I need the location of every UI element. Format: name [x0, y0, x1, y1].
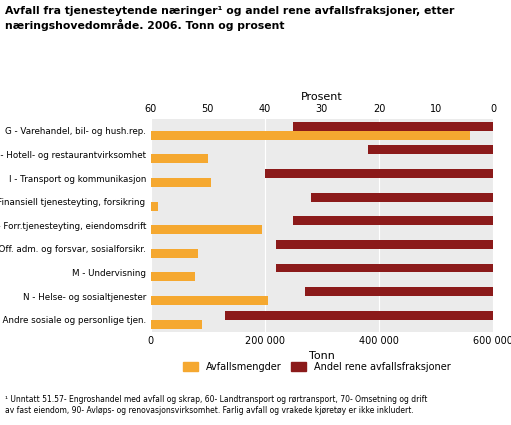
- Bar: [151, 296, 268, 305]
- Bar: [293, 122, 493, 131]
- Bar: [225, 311, 493, 320]
- Text: Avfall fra tjenesteytende næringer¹ og andel rene avfallsfraksjoner, etter: Avfall fra tjenesteytende næringer¹ og a…: [5, 6, 454, 17]
- Bar: [367, 145, 493, 154]
- Bar: [151, 131, 470, 140]
- Text: ¹ Unntatt 51.57- Engroshandel med avfall og skrap, 60- Landtransport og rørtrans: ¹ Unntatt 51.57- Engroshandel med avfall…: [5, 395, 428, 415]
- Bar: [265, 169, 493, 178]
- X-axis label: Prosent: Prosent: [301, 92, 343, 102]
- Bar: [311, 193, 493, 201]
- Bar: [151, 154, 208, 163]
- Bar: [151, 272, 195, 281]
- Bar: [305, 287, 493, 296]
- Text: næringshovedområde. 2006. Tonn og prosent: næringshovedområde. 2006. Tonn og prosen…: [5, 19, 285, 31]
- Legend: Avfallsmengder, Andel rene avfallsfraksjoner: Avfallsmengder, Andel rene avfallsfraksj…: [179, 358, 454, 376]
- X-axis label: Tonn: Tonn: [309, 351, 335, 360]
- Bar: [151, 178, 211, 187]
- Bar: [293, 216, 493, 225]
- Bar: [276, 264, 493, 272]
- Bar: [276, 240, 493, 249]
- Bar: [151, 225, 262, 234]
- Bar: [151, 249, 198, 258]
- Bar: [151, 320, 202, 329]
- Bar: [151, 201, 157, 211]
